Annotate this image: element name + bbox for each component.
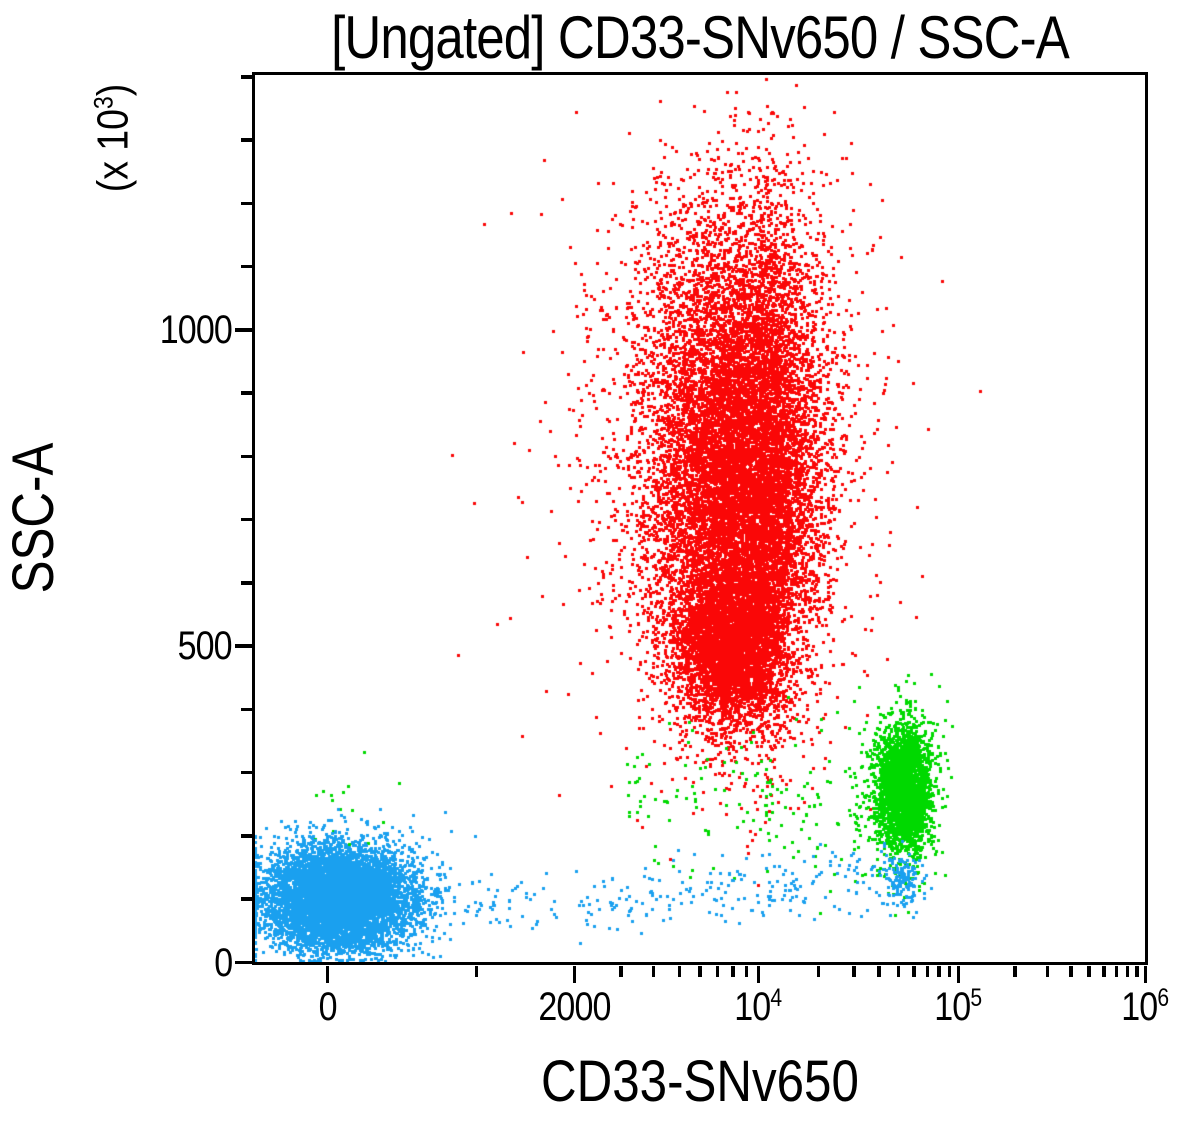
x-minor-tick-mark [1045, 966, 1050, 977]
y-tick-label: 0 [213, 940, 233, 985]
x-tick-label: 0 [318, 985, 337, 1029]
x-tick-label: 2000 [538, 985, 611, 1029]
x-minor-tick-mark [925, 966, 930, 977]
y-minor-tick-mark [241, 75, 252, 79]
y-axis-unit-label: (x 103) [87, 74, 143, 202]
y-minor-tick-mark [241, 201, 252, 206]
y-major-tick-mark [235, 328, 252, 332]
x-minor-tick-mark [677, 966, 681, 977]
y-minor-tick-mark [241, 834, 252, 838]
x-minor-tick-mark [852, 966, 856, 977]
y-minor-tick-mark [241, 581, 252, 585]
x-axis-title-text: CD33-SNv650 [541, 1049, 859, 1114]
y-tick-label: 1000 [159, 307, 233, 352]
x-minor-tick-mark [816, 966, 821, 977]
x-minor-tick-mark [474, 966, 479, 977]
x-tick-label: 104 [734, 985, 783, 1029]
x-major-tick-mark [572, 966, 577, 983]
y-axis-unit-text: (x 103) [87, 83, 138, 193]
x-minor-tick-mark [937, 966, 941, 977]
y-minor-tick-mark [241, 391, 252, 395]
x-minor-tick-mark [715, 966, 720, 977]
y-minor-tick-mark [241, 517, 252, 522]
x-minor-tick-mark [947, 966, 952, 977]
x-major-tick-mark [956, 966, 961, 983]
x-minor-tick-mark [1087, 966, 1091, 977]
x-minor-tick-mark [1013, 966, 1017, 977]
x-minor-tick-mark [1102, 966, 1106, 977]
y-minor-tick-mark [241, 138, 252, 142]
y-major-tick-mark [235, 960, 252, 965]
x-major-tick-mark [756, 966, 761, 983]
x-minor-tick-mark [744, 966, 749, 977]
x-major-tick-mark [325, 966, 330, 983]
x-minor-tick-mark [1125, 966, 1130, 977]
y-minor-tick-mark [241, 707, 252, 712]
chart-title: [Ungated] CD33-SNv650 / SSC-A [200, 6, 1200, 70]
x-minor-tick-mark [877, 966, 881, 977]
y-minor-tick-mark [241, 897, 252, 901]
plot-border [252, 72, 1148, 965]
y-unit-exponent: 3 [87, 96, 119, 110]
y-axis-title-text: SSC-A [1, 442, 66, 594]
x-minor-tick-mark [731, 966, 735, 977]
scatter-plot-canvas [255, 75, 1145, 962]
y-tick-label: 500 [177, 624, 233, 669]
x-minor-tick-mark [1069, 966, 1073, 977]
x-tick-label: 106 [1121, 985, 1170, 1029]
y-minor-tick-mark [241, 454, 252, 459]
x-tick-label: 105 [934, 985, 983, 1029]
y-minor-tick-mark [241, 770, 252, 775]
x-minor-tick-mark [698, 966, 702, 977]
chart-title-text: [Ungated] CD33-SNv650 / SSC-A [331, 4, 1070, 71]
x-minor-tick-mark [619, 966, 623, 977]
x-minor-tick-mark [1114, 966, 1119, 977]
y-minor-tick-mark [241, 264, 252, 269]
x-major-tick-mark [1143, 966, 1148, 983]
x-minor-tick-mark [1135, 966, 1139, 977]
x-minor-tick-mark [896, 966, 901, 977]
y-axis-title: SSC-A [1, 429, 66, 606]
x-minor-tick-mark [651, 966, 656, 977]
x-axis-title: CD33-SNv650 [255, 1052, 1145, 1112]
x-minor-tick-mark [912, 966, 916, 977]
y-major-tick-mark [235, 644, 252, 648]
